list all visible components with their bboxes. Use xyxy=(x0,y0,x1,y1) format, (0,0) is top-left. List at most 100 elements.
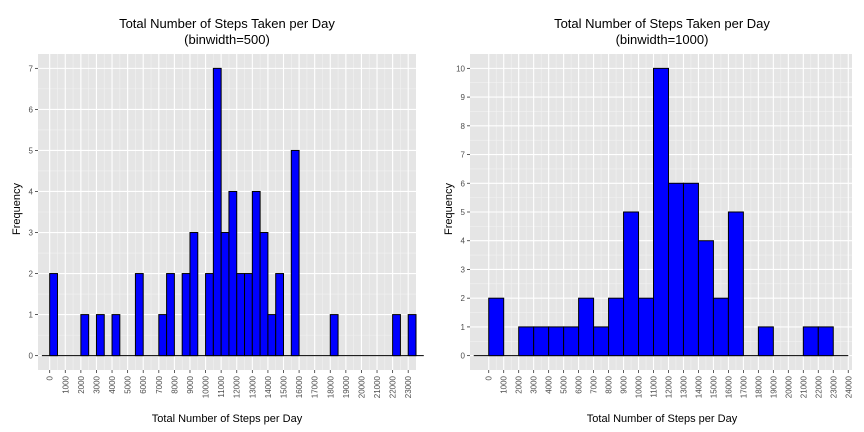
right-x-tick-label: 6000 xyxy=(575,375,584,393)
left-x-tick-label: 7000 xyxy=(155,375,164,393)
left-y-tick-label: 0 xyxy=(29,352,34,361)
left-x-tick-label: 12000 xyxy=(233,375,242,398)
right-histogram-bar xyxy=(608,297,625,357)
right-histogram-bar xyxy=(653,67,669,357)
left-x-tick-label: 4000 xyxy=(108,375,117,393)
right-histogram-bar xyxy=(563,326,580,357)
right-x-tick-label: 13000 xyxy=(679,375,688,398)
left-histogram-bar xyxy=(251,190,261,357)
right-y-tick-label: 7 xyxy=(461,151,466,160)
right-histogram-bar xyxy=(817,326,834,357)
left-y-tick-label: 3 xyxy=(29,229,34,238)
right-x-tick-label: 15000 xyxy=(709,375,718,398)
left-x-tick-label: 1000 xyxy=(61,375,70,393)
right-y-tick-label: 5 xyxy=(461,208,466,217)
right-x-tick-label: 1000 xyxy=(500,375,509,393)
left-x-tick-label: 18000 xyxy=(326,375,335,398)
right-x-tick-label: 22000 xyxy=(814,375,823,398)
right-y-tick-label: 9 xyxy=(461,93,466,102)
left-histogram-bar xyxy=(236,273,246,357)
right-histogram-bar xyxy=(518,326,535,357)
left-y-tick-label: 2 xyxy=(29,270,34,279)
left-chart-x-axis-title: Total Number of Steps per Day xyxy=(152,413,303,425)
right-histogram-bar xyxy=(578,297,595,357)
left-y-tick-label: 5 xyxy=(29,146,34,155)
right-x-tick-label: 10000 xyxy=(635,375,644,398)
left-x-tick-label: 21000 xyxy=(373,375,382,398)
left-histogram-bar xyxy=(205,273,214,357)
right-y-tick-label: 4 xyxy=(461,237,466,246)
right-histogram-bar xyxy=(757,326,774,357)
left-x-tick-label: 13000 xyxy=(248,375,257,398)
right-histogram-bar xyxy=(712,297,729,357)
left-x-tick-label: 8000 xyxy=(170,375,179,393)
left-x-tick-label: 3000 xyxy=(92,375,101,393)
right-x-tick-label: 0 xyxy=(485,375,494,380)
left-chart-title: Total Number of Steps Taken per Day xyxy=(119,16,335,31)
left-x-tick-label: 2000 xyxy=(77,375,86,393)
right-histogram: 0 1000 2000 3000 4000 5000 6000 7000 8000 9000 100… xyxy=(456,54,853,398)
left-histogram-bar xyxy=(166,273,175,357)
left-histogram-bar xyxy=(49,273,58,357)
left-histogram-bar xyxy=(267,314,277,357)
left-y-tick-label: 4 xyxy=(29,187,34,196)
right-y-tick-label: 0 xyxy=(461,352,466,361)
left-x-tick-label: 11000 xyxy=(217,375,226,397)
left-histogram-bar xyxy=(228,190,238,357)
right-histogram-bar xyxy=(623,211,640,357)
right-y-tick-label: 10 xyxy=(456,64,465,73)
right-y-tick-label: 8 xyxy=(461,122,466,131)
right-x-tick-label: 2000 xyxy=(515,375,524,393)
right-chart-x-axis-title: Total Number of Steps per Day xyxy=(587,413,738,425)
left-y-tick-label: 1 xyxy=(29,311,34,320)
right-histogram-bar xyxy=(682,182,699,357)
right-x-tick-label: 21000 xyxy=(799,375,808,398)
right-x-tick-label: 19000 xyxy=(769,375,778,398)
left-histogram-bar xyxy=(259,232,269,357)
left-x-tick-label: 23000 xyxy=(404,375,413,398)
left-histogram-bar xyxy=(95,314,105,357)
right-y-tick-label: 6 xyxy=(461,179,466,188)
right-x-tick-label: 18000 xyxy=(754,375,763,398)
left-x-tick-label: 16000 xyxy=(295,375,304,398)
left-histogram-bar xyxy=(290,149,300,357)
right-chart-subtitle: (binwidth=1000) xyxy=(616,32,709,47)
left-histogram-bar xyxy=(220,232,230,357)
right-histogram-bar xyxy=(802,326,819,357)
right-chart-y-axis-title: Frequency xyxy=(443,183,455,235)
right-x-tick-label: 7000 xyxy=(590,375,599,393)
left-x-tick-label: 10000 xyxy=(202,375,211,398)
left-x-tick-label: 20000 xyxy=(357,375,366,398)
right-x-tick-label: 11000 xyxy=(650,375,659,397)
left-histogram-bar xyxy=(212,67,222,357)
left-histogram-bar xyxy=(111,314,121,357)
right-chart-title: Total Number of Steps Taken per Day xyxy=(554,16,770,31)
left-histogram: 0 1000 2000 3000 4000 5000 6000 7000 8000 9000 100… xyxy=(29,54,424,398)
left-x-tick-label: 17000 xyxy=(311,375,320,398)
left-histogram-bar xyxy=(275,273,285,357)
right-histogram-bar xyxy=(667,182,684,357)
right-x-tick-label: 14000 xyxy=(694,375,703,398)
right-x-tick-label: 4000 xyxy=(545,375,554,393)
right-y-tick-label: 3 xyxy=(461,265,466,274)
right-x-tick-label: 8000 xyxy=(605,375,614,393)
right-histogram-bar xyxy=(697,240,714,357)
right-y-tick-label: 2 xyxy=(461,294,466,303)
right-histogram-bar xyxy=(548,326,565,357)
left-histogram-bar xyxy=(181,273,191,357)
left-histogram-bar xyxy=(80,314,90,357)
left-histogram-bar xyxy=(158,314,168,357)
left-x-tick-label: 5000 xyxy=(124,375,133,393)
left-x-tick-label: 19000 xyxy=(342,375,351,398)
right-x-tick-label: 5000 xyxy=(560,375,569,393)
left-histogram-bar xyxy=(392,314,401,357)
left-x-tick-label: 6000 xyxy=(139,375,148,393)
left-histogram-bar xyxy=(329,314,339,357)
left-x-tick-label: 22000 xyxy=(389,375,398,398)
left-x-tick-label: 15000 xyxy=(280,375,289,398)
left-chart-subtitle: (binwidth=500) xyxy=(184,32,270,47)
right-x-tick-label: 23000 xyxy=(829,375,838,398)
right-x-tick-label: 17000 xyxy=(739,375,748,398)
